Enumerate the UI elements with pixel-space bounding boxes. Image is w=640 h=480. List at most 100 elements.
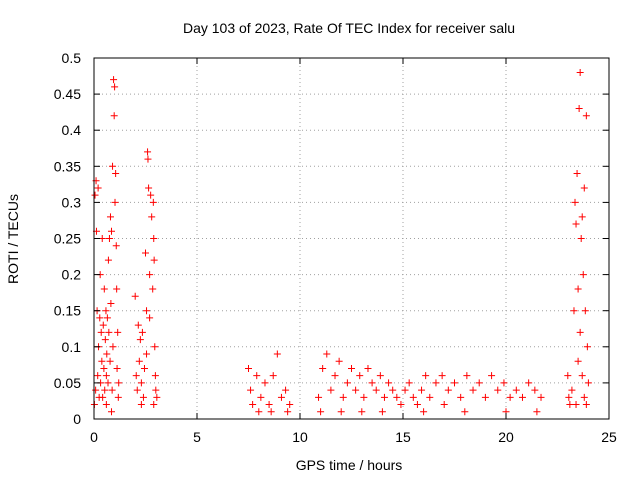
data-point [488, 372, 496, 380]
data-point [440, 401, 448, 409]
data-point [469, 386, 477, 394]
data-point [418, 386, 426, 394]
data-point [102, 401, 110, 409]
data-point [566, 401, 574, 409]
data-point [112, 170, 120, 178]
data-point [144, 148, 152, 156]
data-point [413, 401, 421, 409]
data-point [101, 336, 109, 344]
data-point [494, 386, 502, 394]
data-point [136, 336, 144, 344]
data-point [100, 364, 108, 372]
data-point [565, 393, 573, 401]
data-point [580, 393, 588, 401]
data-point [253, 372, 261, 380]
data-point [343, 379, 351, 387]
data-point [576, 68, 584, 76]
data-point [360, 393, 368, 401]
data-point [134, 321, 142, 329]
data-point [570, 307, 578, 315]
data-point [92, 386, 100, 394]
data-point [255, 408, 263, 416]
data-point [525, 379, 533, 387]
data-point [420, 408, 428, 416]
data-point [564, 372, 572, 380]
data-point [401, 386, 409, 394]
data-point [109, 162, 117, 170]
data-point [110, 112, 118, 120]
y-tick-label: 0.2 [62, 267, 82, 283]
data-point [323, 350, 331, 358]
data-point [531, 386, 539, 394]
data-point [578, 213, 586, 221]
data-point [137, 401, 145, 409]
data-point [315, 393, 323, 401]
data-point [335, 357, 343, 365]
data-point [368, 379, 376, 387]
data-point [103, 314, 111, 322]
data-point [380, 393, 388, 401]
data-point [245, 364, 252, 372]
data-point [96, 314, 104, 322]
data-point [584, 379, 592, 387]
data-point [105, 235, 113, 242]
data-point [317, 408, 325, 416]
x-tick-label: 10 [292, 429, 308, 445]
data-point [481, 393, 489, 401]
y-tick-label: 0.1 [62, 339, 82, 355]
data-point [247, 386, 255, 394]
data-point [319, 364, 327, 372]
data-point [142, 249, 149, 257]
data-point [575, 105, 583, 113]
data-point [573, 170, 581, 178]
data-point [405, 379, 413, 387]
data-points [90, 68, 592, 416]
data-point [438, 372, 446, 380]
y-tick-label: 0.05 [54, 375, 81, 391]
data-point [461, 408, 469, 416]
data-point [101, 386, 109, 394]
data-point [103, 350, 111, 358]
data-point [114, 393, 122, 401]
data-point [91, 191, 99, 199]
grid-layer [94, 58, 609, 419]
data-point [337, 408, 345, 416]
data-point [273, 350, 281, 358]
data-point [104, 256, 112, 264]
data-point [151, 343, 159, 351]
data-point [109, 343, 117, 351]
data-point [149, 198, 157, 206]
x-tick-label: 20 [498, 429, 514, 445]
data-point [533, 408, 541, 416]
data-point [572, 401, 580, 409]
data-point [339, 393, 347, 401]
data-point [146, 314, 154, 322]
y-tick-label: 0.3 [62, 194, 82, 210]
data-point [506, 393, 514, 401]
data-point [113, 285, 121, 293]
data-point [146, 271, 154, 279]
data-point [537, 393, 545, 401]
data-point [94, 372, 102, 380]
data-point [284, 408, 292, 416]
data-point [571, 198, 579, 206]
data-point [137, 379, 145, 387]
data-point [139, 393, 147, 401]
data-point [397, 401, 405, 409]
data-point [112, 242, 120, 250]
y-tick-label: 0.35 [54, 158, 81, 174]
data-point [572, 220, 580, 228]
data-point [581, 307, 589, 315]
data-point [150, 235, 158, 242]
x-tick-label: 0 [90, 429, 98, 445]
data-point [518, 393, 526, 401]
data-point [113, 364, 121, 372]
data-point [393, 393, 401, 401]
data-point [257, 393, 265, 401]
data-point [108, 386, 116, 394]
data-point [582, 401, 590, 409]
data-point [580, 184, 588, 192]
data-point [426, 393, 434, 401]
y-tick-label: 0 [73, 411, 81, 427]
data-point [106, 357, 114, 365]
